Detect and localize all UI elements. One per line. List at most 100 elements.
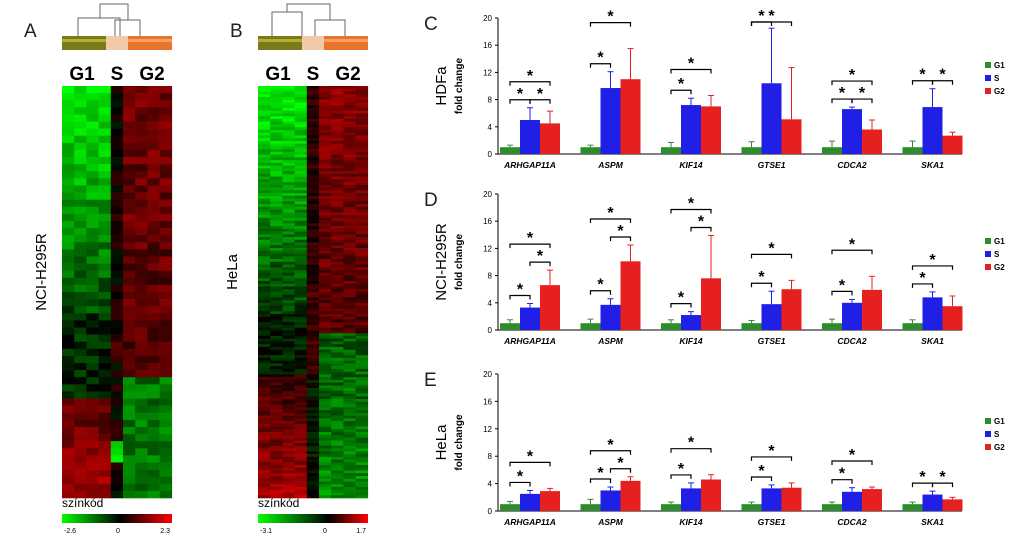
- heatmap-cell: [270, 124, 283, 128]
- bar-s: [600, 304, 621, 330]
- heatmap-cell: [135, 320, 148, 328]
- heatmap-cell: [258, 454, 271, 458]
- heatmap-cell: [294, 421, 308, 425]
- heatmap-cell: [62, 164, 75, 172]
- heatmap-cell: [343, 371, 356, 375]
- significance-bracket: [750, 21, 793, 26]
- heatmap-cell: [294, 259, 308, 263]
- heatmap-cell: [86, 178, 99, 186]
- significance-star: *: [839, 85, 846, 102]
- heatmap-cell: [343, 226, 356, 230]
- significance-bracket: [589, 218, 632, 223]
- heatmap-cell: [294, 193, 308, 197]
- heatmap-cell: [123, 448, 136, 456]
- heatmap-cell: [355, 190, 369, 194]
- cell-line-label: HDFa: [433, 66, 450, 106]
- category-label: ASPM: [597, 160, 623, 170]
- heatmap-cell: [294, 429, 308, 433]
- heatmap-cell: [343, 96, 356, 101]
- heatmap-cell: [258, 209, 271, 213]
- heatmap-cell: [135, 341, 148, 350]
- heatmap-cell: [86, 341, 99, 350]
- legend-swatch-g1: [985, 418, 991, 424]
- heatmap-cell: [343, 261, 356, 265]
- heatmap-cell: [62, 455, 75, 463]
- heatmap-cell: [343, 231, 356, 235]
- significance-bracket: [670, 89, 692, 95]
- heatmap-cell: [282, 390, 295, 394]
- heatmap-cell: [355, 352, 369, 356]
- heatmap-cell: [258, 91, 271, 95]
- heatmap-cell: [282, 162, 295, 166]
- heatmap-cell: [331, 127, 344, 131]
- y-tick-label: 4: [488, 299, 493, 308]
- heatmap-cell: [159, 93, 173, 101]
- heatmap-cell: [282, 286, 295, 290]
- heatmap-cell: [319, 399, 332, 403]
- heatmap-cell: [135, 334, 148, 343]
- heatmap-cell: [258, 292, 271, 296]
- heatmap-cell: [258, 415, 271, 419]
- heatmap-cell: [270, 390, 283, 394]
- heatmap-cell: [355, 470, 369, 474]
- heatmap-cell: [270, 487, 283, 491]
- heatmap-cell: [306, 228, 320, 232]
- significance-star: *: [698, 213, 705, 230]
- heatmap-cell: [306, 437, 320, 441]
- heatmap-cell: [355, 217, 369, 221]
- heatmap-cell: [306, 173, 320, 177]
- heatmap-cell: [258, 149, 271, 153]
- heatmap-cell: [294, 234, 308, 238]
- heatmap-cell: [282, 127, 295, 131]
- heatmap-cell: [294, 204, 308, 208]
- heatmap-cell: [319, 138, 332, 142]
- heatmap-cell: [343, 248, 356, 252]
- heatmap-cell: [343, 492, 356, 496]
- heatmap-cell: [355, 421, 369, 425]
- heatmap-cell: [343, 135, 356, 139]
- heatmap-cell: [331, 330, 344, 334]
- heatmap-cell: [355, 456, 369, 460]
- heatmap-cell: [282, 360, 295, 364]
- color-scale-label-a: színkód: [62, 496, 103, 510]
- heatmap-cell: [74, 149, 87, 158]
- heatmap-cell: [98, 377, 112, 385]
- heatmap-cell: [258, 234, 271, 238]
- bar-s: [842, 302, 862, 330]
- heatmap-cell: [147, 164, 160, 172]
- heatmap-cell: [294, 96, 308, 101]
- heatmap-cell: [331, 311, 344, 315]
- heatmap-cell: [319, 418, 332, 422]
- heatmap-cell: [147, 235, 160, 243]
- heatmap-cell: [74, 434, 87, 442]
- heatmap-cell: [355, 434, 369, 438]
- heatmap-cell: [270, 165, 283, 169]
- heatmap-cell: [282, 204, 295, 208]
- heatmap-cell: [306, 171, 320, 175]
- heatmap-cell: [86, 455, 99, 463]
- heatmap-cell: [355, 319, 369, 323]
- heatmap-cell: [258, 462, 271, 466]
- heatmap-cell: [86, 419, 99, 428]
- heatmap-cell: [123, 348, 136, 357]
- heatmap-cell: [294, 86, 308, 90]
- heatmap-cell: [74, 235, 87, 243]
- heatmap-cell: [282, 206, 295, 210]
- heatmap-cell: [270, 445, 283, 449]
- heatmap-cell: [135, 419, 148, 428]
- heatmap-cell: [159, 185, 173, 193]
- heatmap-cell: [355, 324, 369, 329]
- heatmap-cell: [110, 107, 124, 115]
- heatmap-cell: [282, 149, 295, 153]
- heatmap-cell: [159, 206, 173, 215]
- heatmap-cell: [319, 489, 332, 493]
- heatmap-cell: [355, 432, 369, 436]
- heatmap-cell: [306, 160, 320, 164]
- heatmap-cell: [159, 157, 173, 165]
- heatmap-cell: [86, 249, 99, 257]
- bar-g2: [540, 123, 560, 154]
- heatmap-cell: [306, 454, 320, 458]
- heatmap-cell: [282, 363, 295, 367]
- heatmap-cell: [282, 231, 295, 235]
